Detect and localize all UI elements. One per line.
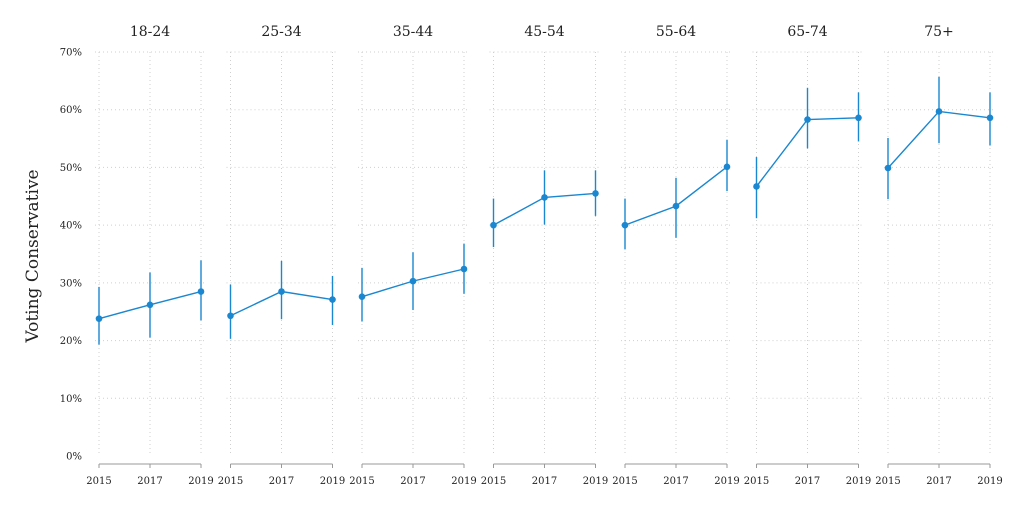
x-tick-label: 2019 (451, 476, 476, 487)
x-tick-label: 2017 (532, 476, 557, 487)
y-tick-label: 60% (60, 105, 82, 116)
data-point (409, 277, 417, 285)
data-point (460, 265, 468, 273)
data-point (753, 183, 760, 190)
x-tick-label: 2019 (977, 476, 1002, 487)
x-tick-label: 2015 (86, 476, 111, 487)
data-point (621, 221, 629, 229)
facets: 18-24 2015 2017 2019 25-34 2015 2017 2019 35-44 2… (86, 24, 1002, 487)
facet-panel: 25-34 2015 2017 2019 (218, 24, 345, 487)
data-point (197, 288, 205, 295)
facet-panel: 55-64 2015 2017 2019 (612, 24, 739, 487)
x-tick-label: 2019 (188, 476, 213, 487)
facet-panel: 45-54 2015 2017 2019 (481, 24, 608, 487)
x-tick-label: 2015 (875, 476, 900, 487)
x-tick-label: 2019 (714, 476, 739, 487)
y-tick-label: 50% (60, 163, 82, 174)
data-point (278, 288, 285, 295)
facet-panel: 35-44 2015 2017 2019 (349, 24, 476, 487)
data-point (672, 202, 680, 210)
data-point (490, 221, 497, 229)
x-tick-label: 2015 (218, 476, 243, 487)
y-tick-label: 20% (60, 336, 82, 347)
x-tick-label: 2017 (400, 476, 425, 487)
x-tick-label: 2017 (795, 476, 820, 487)
y-tick-label: 0% (66, 452, 82, 463)
y-tick-label: 70% (60, 48, 82, 59)
facet-title: 35-44 (393, 24, 433, 40)
x-tick-label: 2017 (663, 476, 688, 487)
facet-title: 45-54 (524, 24, 564, 40)
data-point (358, 293, 366, 301)
x-tick-label: 2017 (926, 476, 951, 487)
x-tick-label: 2015 (481, 476, 506, 487)
facet-panel: 18-24 2015 2017 2019 (86, 24, 213, 487)
facet-title: 25-34 (261, 24, 301, 40)
data-point (855, 114, 862, 122)
data-point (329, 296, 336, 303)
facet-title: 18-24 (130, 24, 170, 40)
x-tick-label: 2015 (349, 476, 374, 487)
data-point (541, 194, 548, 201)
y-tick-labels: 0% 10% 20% 30% 40% 50% 60% 70% (60, 48, 82, 463)
data-point (227, 312, 234, 320)
x-tick-label: 2015 (744, 476, 769, 487)
y-axis-label: Voting Conservative (23, 169, 43, 343)
y-tick-label: 30% (60, 278, 82, 289)
data-point (592, 190, 599, 197)
data-point (723, 163, 731, 171)
x-tick-label: 2017 (137, 476, 162, 487)
facet-title: 75+ (924, 24, 954, 40)
x-tick-label: 2015 (612, 476, 637, 487)
x-tick-label: 2019 (583, 476, 608, 487)
data-point (804, 116, 811, 123)
data-point (986, 114, 994, 122)
data-point (146, 301, 154, 309)
x-tick-label: 2019 (846, 476, 871, 487)
data-point (884, 164, 892, 172)
data-point (95, 315, 103, 322)
y-tick-label: 40% (60, 221, 82, 232)
x-tick-label: 2019 (320, 476, 345, 487)
y-tick-label: 10% (60, 394, 82, 405)
facet-title: 65-74 (787, 24, 827, 40)
data-point (935, 108, 943, 115)
facet-panel: 65-74 2015 2017 2019 (744, 24, 871, 487)
x-tick-label: 2017 (269, 476, 294, 487)
facet-panel: 75+ 2015 2017 2019 (875, 24, 1002, 487)
facet-title: 55-64 (656, 24, 696, 40)
